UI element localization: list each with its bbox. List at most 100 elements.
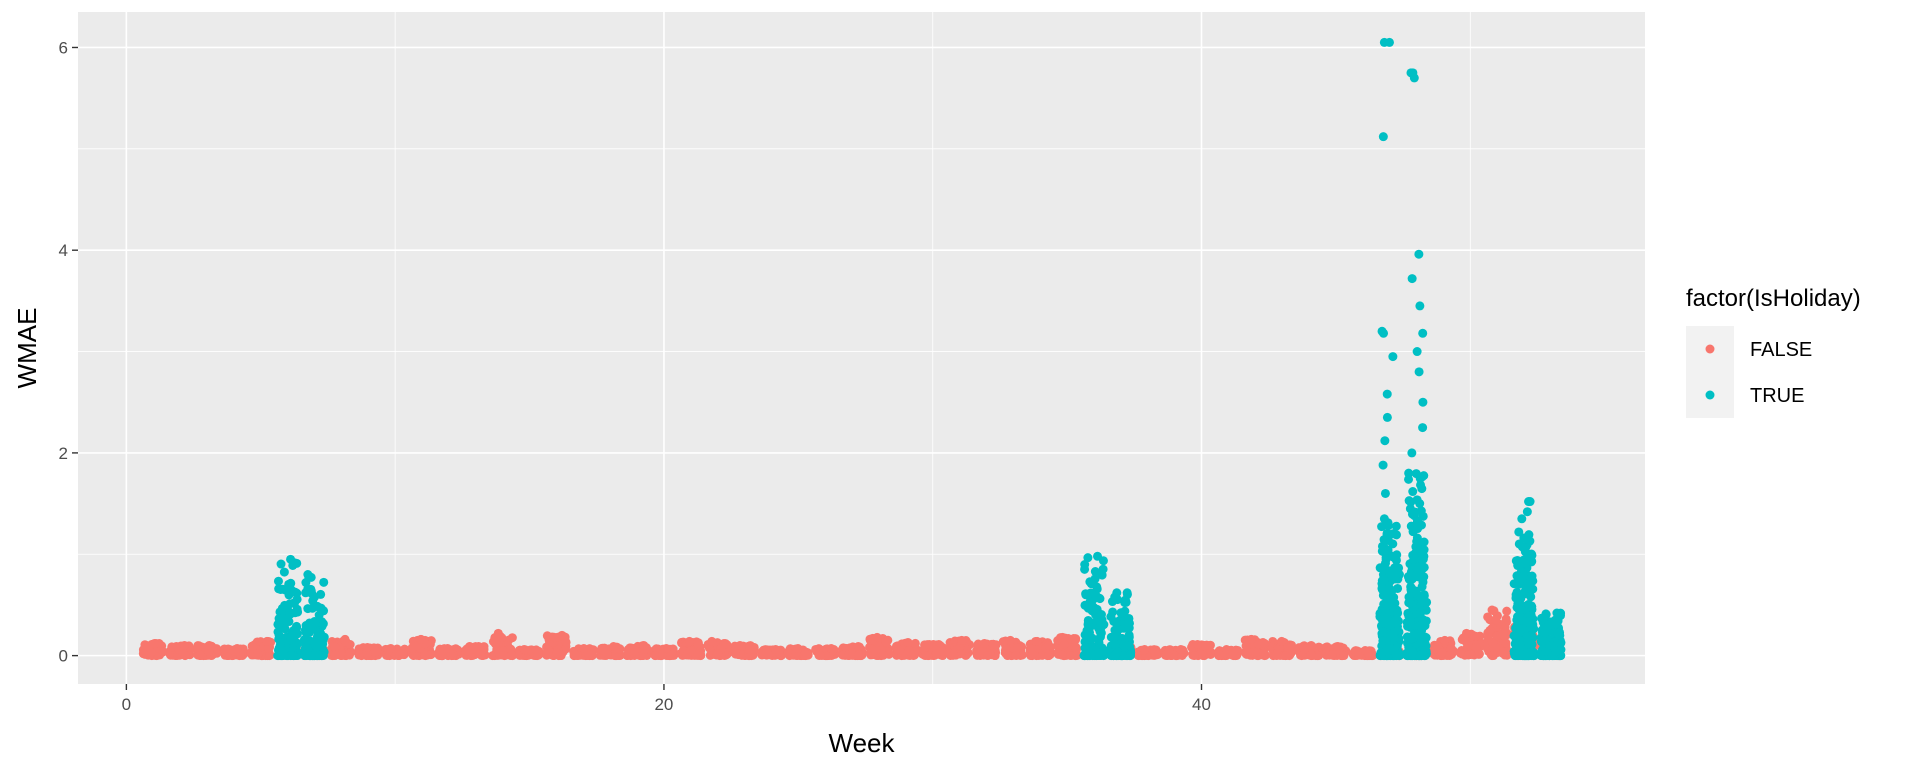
data-point: [1417, 484, 1427, 494]
data-point: [1381, 546, 1391, 556]
data-point: [507, 633, 517, 643]
legend: factor(IsHoliday) FALSE TRUE: [1686, 285, 1861, 418]
data-point: [692, 650, 702, 660]
data-point: [531, 645, 541, 655]
data-point: [1416, 506, 1426, 516]
data-point: [1098, 564, 1108, 574]
data-point: [1408, 487, 1418, 497]
data-point-max: [1093, 551, 1103, 561]
data-point: [1499, 631, 1509, 641]
data-point: [284, 590, 294, 600]
data-point: [1379, 564, 1389, 574]
x-tick-label: 20: [654, 695, 673, 714]
data-point: [1389, 645, 1399, 655]
data-point: [319, 577, 329, 587]
data-point-outlier: [1409, 73, 1419, 83]
data-point: [651, 651, 661, 661]
data-point: [1483, 632, 1493, 642]
x-axis-title: Week: [829, 728, 896, 758]
data-point-outlier: [1514, 527, 1524, 537]
data-point: [1417, 598, 1427, 608]
data-point: [299, 635, 309, 645]
data-point: [904, 646, 914, 656]
data-point: [276, 559, 286, 569]
legend-label-true: TRUE: [1750, 385, 1804, 407]
data-point: [1413, 572, 1423, 582]
data-point: [1200, 641, 1210, 651]
data-point: [1313, 651, 1323, 661]
data-point-max: [1005, 635, 1015, 645]
y-tick-label: 0: [59, 647, 68, 666]
data-point: [1409, 508, 1419, 518]
data-point: [552, 648, 562, 658]
data-point-outlier: [1517, 514, 1527, 524]
data-point: [991, 640, 1001, 650]
minor-grid: [78, 12, 1645, 684]
data-point: [316, 589, 326, 599]
data-point: [1085, 577, 1095, 587]
data-point: [1511, 590, 1521, 600]
data-point: [253, 649, 263, 659]
data-point-max: [1487, 605, 1497, 615]
data-point-max: [1122, 588, 1132, 598]
data-point: [1541, 609, 1551, 619]
data-point: [1119, 623, 1129, 633]
data-point: [802, 649, 812, 659]
data-point: [507, 650, 517, 660]
data-point: [1108, 607, 1118, 617]
data-point: [499, 651, 509, 661]
data-point: [1411, 469, 1421, 479]
data-point: [881, 638, 891, 648]
y-tick-label: 2: [59, 444, 68, 463]
data-point: [1415, 608, 1425, 618]
data-point: [1409, 554, 1419, 564]
data-point: [436, 647, 446, 657]
data-point: [854, 650, 864, 660]
data-point: [306, 586, 316, 596]
data-point: [354, 650, 364, 660]
data-point: [1512, 578, 1522, 588]
data-point: [1405, 598, 1415, 608]
data-point: [713, 649, 723, 659]
data-point: [542, 650, 552, 660]
data-point: [1513, 599, 1523, 609]
data-point: [1284, 643, 1294, 653]
data-point: [1520, 547, 1530, 557]
data-point-max: [1140, 645, 1150, 655]
data-point-outlier: [1388, 352, 1398, 362]
data-point: [1044, 650, 1054, 660]
data-point: [1391, 521, 1401, 531]
data-point: [1418, 617, 1428, 627]
data-point: [1446, 643, 1456, 653]
data-point-max: [262, 636, 272, 646]
data-point: [1378, 636, 1388, 646]
data-point: [1382, 600, 1392, 610]
data-point: [1408, 647, 1418, 657]
data-point: [1259, 638, 1269, 648]
data-point-max: [179, 640, 189, 650]
data-point: [1110, 639, 1120, 649]
data-point-outlier: [1414, 367, 1424, 377]
data-point-max: [1461, 628, 1471, 638]
data-point: [1413, 524, 1423, 534]
data-point: [1299, 644, 1309, 654]
data-point-outlier: [1407, 448, 1417, 458]
data-point: [158, 647, 168, 657]
data-point: [1455, 648, 1465, 658]
data-point: [1094, 623, 1104, 633]
data-point: [815, 650, 825, 660]
data-point: [1419, 537, 1429, 547]
data-point-max: [386, 644, 396, 654]
data-point: [1412, 495, 1422, 505]
data-point: [1388, 539, 1398, 549]
y-axis-title: WMAE: [12, 308, 42, 389]
data-point: [1526, 610, 1536, 620]
data-point: [372, 647, 382, 657]
data-point-max: [232, 644, 242, 654]
data-point-outlier: [1378, 132, 1388, 142]
data-point-max: [1440, 635, 1450, 645]
legend-marker-false: [1705, 344, 1715, 354]
data-point: [290, 608, 300, 618]
data-point-max: [661, 644, 671, 654]
